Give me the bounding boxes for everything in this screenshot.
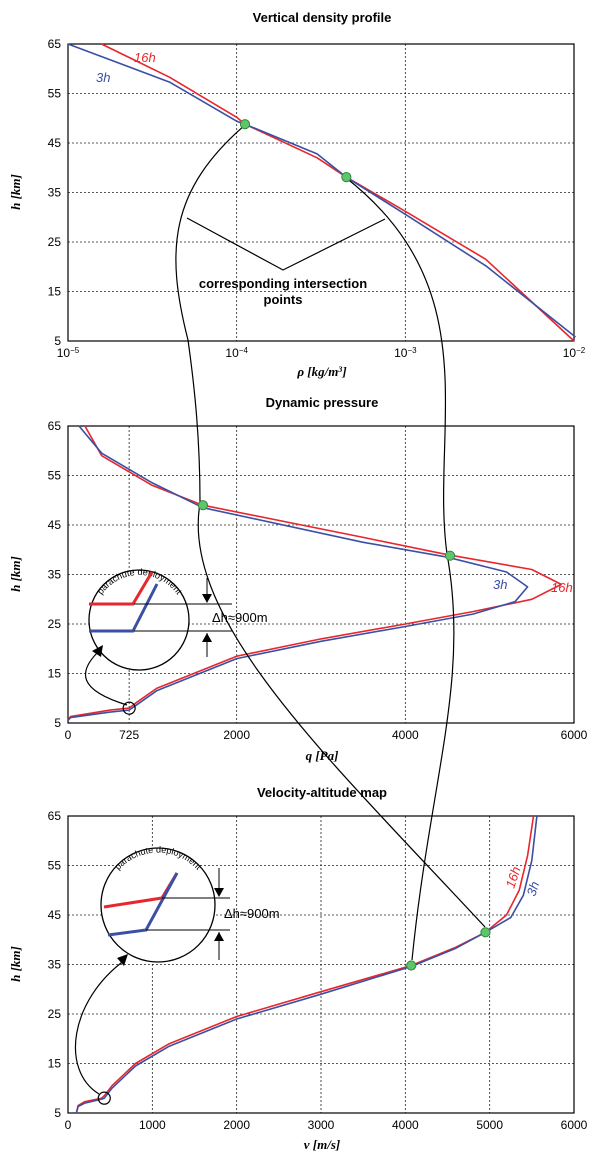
pressure-y-tick-label: 5: [54, 716, 61, 730]
density-y-tick-label: 25: [48, 235, 62, 249]
velocity-y-tick-label: 35: [48, 958, 62, 972]
velocity-y-tick-label: 55: [48, 859, 62, 873]
pressure-deployment-point: [122, 701, 136, 715]
velocity-intersection-marker: [480, 927, 491, 938]
density-x-ticks: 10−5 10−4 10−3 10−2: [57, 346, 586, 361]
annotation-line-1: corresponding intersection: [199, 276, 367, 291]
connector-pressure-velocity-2: [411, 553, 455, 961]
connector-density-pressure-2: [344, 176, 448, 555]
density-series: [67, 43, 576, 342]
density-y-tick-label: 45: [48, 136, 62, 150]
pressure-y-tick-label: 15: [48, 667, 62, 681]
velocity-x-ticks: 0 1000 2000 3000 4000 5000 6000: [65, 1118, 588, 1132]
velocity-x-tick-label: 5000: [476, 1118, 503, 1132]
density-title: Vertical density profile: [253, 10, 392, 25]
connector-density-pressure-1: [175, 124, 246, 503]
connector-pressure-velocity-1: [197, 502, 486, 928]
velocity-deployment-point: [97, 1091, 111, 1105]
density-x-tick-label: 10−3: [394, 346, 417, 361]
pressure-y-tick-label: 25: [48, 617, 62, 631]
velocity-legend-16h: 16h: [503, 865, 524, 890]
density-x-axis-label: ρ [kg/m3]: [296, 364, 346, 379]
velocity-x-tick-label: 2000: [223, 1118, 250, 1132]
density-y-axis-label: h [km]: [8, 174, 23, 210]
pressure-y-ticks: 5 15 25 35 45 55 65: [48, 419, 62, 730]
pressure-x-axis-label: q [Pa]: [306, 748, 339, 763]
velocity-series-3h: [75, 815, 538, 1114]
pressure-x-tick-label: 4000: [392, 728, 419, 742]
velocity-y-tick-label: 5: [54, 1106, 61, 1120]
pressure-y-tick-label: 65: [48, 419, 62, 433]
velocity-inset-dh: Δh≈900m: [224, 906, 280, 921]
velocity-legend-3h: 3h: [524, 880, 543, 898]
velocity-title: Velocity-altitude map: [257, 785, 387, 800]
pressure-intersection-marker: [197, 500, 209, 511]
density-plot-frame: [67, 43, 575, 342]
velocity-x-axis-label: v [m/s]: [304, 1137, 340, 1152]
intersection-markers: [197, 119, 491, 971]
pressure-legend-3h: 3h: [493, 577, 507, 592]
density-intersection-marker: [341, 172, 352, 183]
pressure-y-tick-label: 35: [48, 568, 62, 582]
density-y-tick-label: 15: [48, 285, 62, 299]
density-x-tick-label: 10−5: [57, 346, 80, 361]
velocity-inset: parachute deployment Δh≈900m: [74, 845, 280, 1095]
pressure-inset-dh: Δh≈900m: [212, 610, 268, 625]
pressure-title: Dynamic pressure: [266, 395, 379, 410]
pressure-x-ticks: 0 725 2000 4000 6000: [65, 728, 588, 742]
velocity-series-16h: [75, 815, 535, 1114]
velocity-y-tick-label: 25: [48, 1007, 62, 1021]
velocity-x-tick-label: 1000: [139, 1118, 166, 1132]
density-x-tick-label: 10−4: [225, 346, 248, 361]
velocity-x-tick-label: 4000: [392, 1118, 419, 1132]
pressure-legend-16h: 16h: [551, 580, 573, 595]
pressure-plot-frame: [67, 425, 575, 724]
density-legend-3h: 3h: [96, 70, 110, 85]
density-series-16h: [101, 43, 575, 342]
pressure-intersection-marker: [444, 550, 456, 561]
velocity-x-tick-label: 0: [65, 1118, 72, 1132]
connector-lines: [175, 124, 486, 961]
velocity-y-tick-label: 65: [48, 809, 62, 823]
velocity-plot-frame: [67, 815, 575, 1114]
intersection-bracket: [186, 217, 386, 271]
velocity-y-tick-label: 45: [48, 908, 62, 922]
density-x-tick-label: 10−2: [563, 346, 586, 361]
velocity-panel: Velocity-altitude map 5 15 25 35 45 55 65 0 100…: [8, 785, 588, 1152]
density-y-tick-label: 55: [48, 87, 62, 101]
pressure-x-tick-label: 725: [119, 728, 139, 742]
velocity-x-tick-label: 6000: [561, 1118, 588, 1132]
density-y-tick-label: 65: [48, 37, 62, 51]
density-intersection-marker: [239, 119, 251, 130]
density-y-tick-label: 5: [54, 334, 61, 348]
pressure-panel: Dynamic pressure 5 15 25 35 45 55 65 0 725 2000 4…: [8, 395, 588, 763]
pressure-inset-16h: [89, 571, 154, 606]
density-y-tick-label: 35: [48, 186, 62, 200]
velocity-y-axis-label: h [km]: [8, 946, 23, 982]
pressure-y-tick-label: 45: [48, 518, 62, 532]
velocity-intersection-marker: [406, 960, 417, 971]
velocity-x-tick-label: 3000: [308, 1118, 335, 1132]
pressure-x-tick-label: 6000: [561, 728, 588, 742]
density-series-3h: [67, 43, 576, 338]
pressure-inset-3h: [89, 583, 159, 633]
density-grid: [68, 44, 574, 341]
pressure-x-tick-label: 0: [65, 728, 72, 742]
pressure-x-tick-label: 2000: [223, 728, 250, 742]
annotation-line-2: points: [264, 292, 303, 307]
density-y-ticks: 5 15 25 35 45 55 65: [48, 37, 62, 348]
velocity-series: [75, 815, 538, 1114]
pressure-y-axis-label: h [km]: [8, 556, 23, 592]
density-legend-16h: 16h: [134, 50, 156, 65]
pressure-y-tick-label: 55: [48, 469, 62, 483]
pressure-inset: parachute deployment Δh≈900m: [84, 567, 268, 706]
density-panel: Vertical density profile 5 15 25 35 45 55 65 1…: [8, 10, 586, 379]
velocity-y-ticks: 5 15 25 35 45 55 65: [48, 809, 62, 1120]
velocity-y-tick-label: 15: [48, 1057, 62, 1071]
